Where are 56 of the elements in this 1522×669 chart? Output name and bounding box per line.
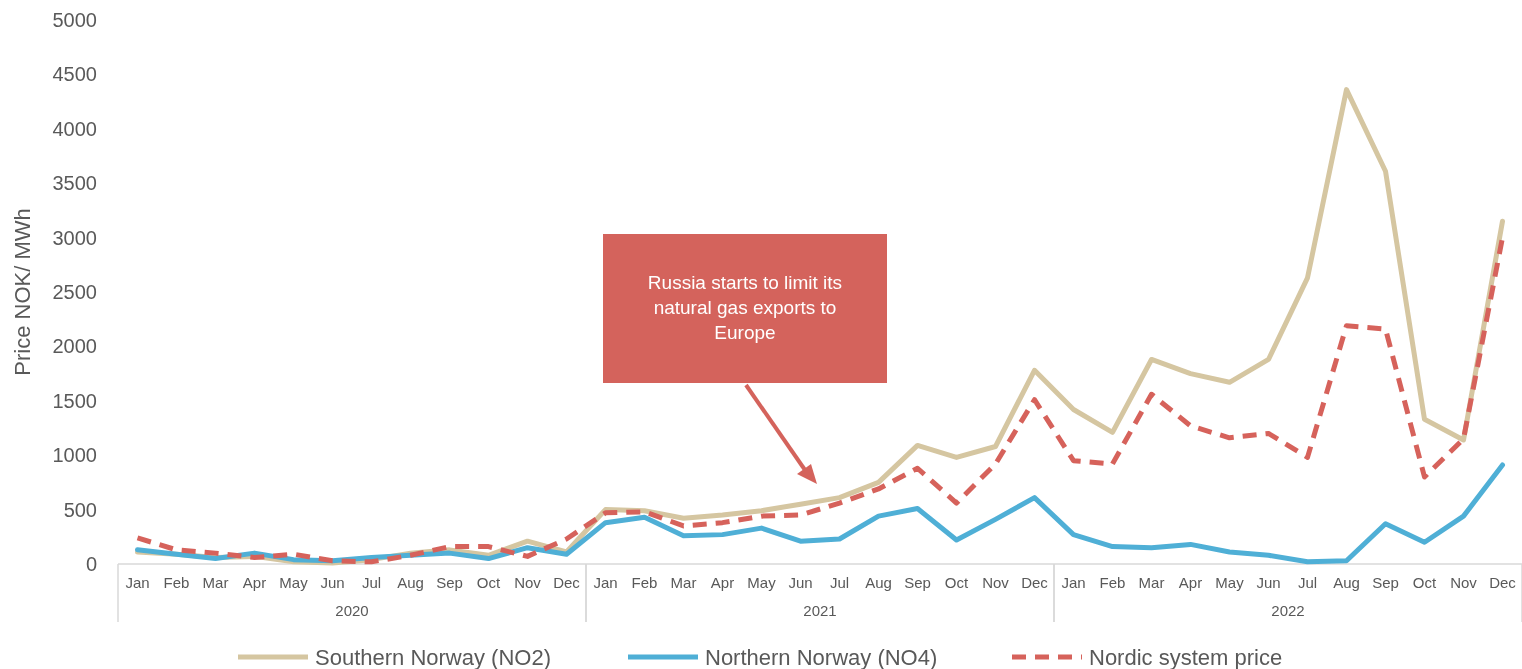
x-tick-label: Sep [1372, 574, 1399, 591]
x-tick-label: Aug [397, 574, 424, 591]
y-tick-label: 3500 [52, 172, 97, 195]
callout-box: Russia starts to limit its natural gas exports to Europe [603, 234, 887, 383]
x-tick-label: Oct [476, 574, 501, 591]
x-tick-label: Sep [904, 574, 931, 591]
x-tick-label: Aug [865, 574, 892, 591]
x-tick-label: Feb [163, 574, 190, 591]
x-tick-label: Jul [1297, 574, 1318, 591]
y-tick-label: 3000 [52, 226, 97, 249]
y-tick-label: 1000 [52, 444, 97, 467]
x-tick-label: Nov [514, 574, 542, 591]
x-tick-label: Nov [982, 574, 1010, 591]
x-tick-label: Dec [1489, 574, 1517, 591]
x-tick-label: Feb [1099, 574, 1126, 591]
legend-label: Nordic system price [1089, 645, 1283, 669]
x-tick-label: May [279, 574, 309, 591]
x-tick-label: Feb [631, 574, 658, 591]
x-tick-label: Jul [829, 574, 850, 591]
x-tick-label: Jul [361, 574, 382, 591]
x-tick-label: Nov [1450, 574, 1478, 591]
x-tick-label: Oct [944, 574, 969, 591]
x-tick-label: May [747, 574, 777, 591]
text: 2020 [335, 602, 369, 619]
x-tick-label: Mar [670, 574, 697, 591]
x-tick-label: Oct [1412, 574, 1437, 591]
annotation: Russia starts to limit its natural gas exports to Europe [647, 272, 843, 343]
legend-label: Northern Norway (NO4) [705, 645, 938, 669]
x-tick-label: Jan [1061, 574, 1086, 591]
y-axis-title: Price NOK/ MWh [10, 208, 35, 376]
x-tick-label: Jun [320, 574, 345, 591]
y-tick-label: 5000 [52, 8, 97, 31]
text: 2022 [1271, 602, 1305, 619]
y-tick-label: 2000 [52, 335, 97, 358]
legend-label: Southern Norway (NO2) [315, 645, 551, 669]
y-tick-label: 1500 [52, 389, 97, 412]
x-tick-label: Jan [125, 574, 150, 591]
x-tick-label: Jun [788, 574, 813, 591]
x-tick-label: Apr [1178, 574, 1203, 591]
x-tick-label: Jun [1256, 574, 1281, 591]
x-tick-label: Mar [202, 574, 229, 591]
y-tick-label: 4500 [52, 63, 97, 86]
x-tick-label: May [1215, 574, 1245, 591]
x-tick-label: Dec [553, 574, 581, 591]
x-tick-label: Dec [1021, 574, 1049, 591]
y-tick-label: 500 [63, 498, 97, 521]
x-tick-label: Apr [242, 574, 267, 591]
x-tick-label: Apr [710, 574, 735, 591]
x-tick-label: Jan [593, 574, 618, 591]
x-tick-label: Sep [436, 574, 463, 591]
x-tick-label: Mar [1138, 574, 1165, 591]
y-tick-label: 4000 [52, 117, 97, 140]
text: 2021 [803, 602, 837, 619]
x-tick-label: Aug [1333, 574, 1360, 591]
y-tick-label: 0 [85, 552, 97, 575]
y-tick-label: 2500 [52, 280, 97, 303]
